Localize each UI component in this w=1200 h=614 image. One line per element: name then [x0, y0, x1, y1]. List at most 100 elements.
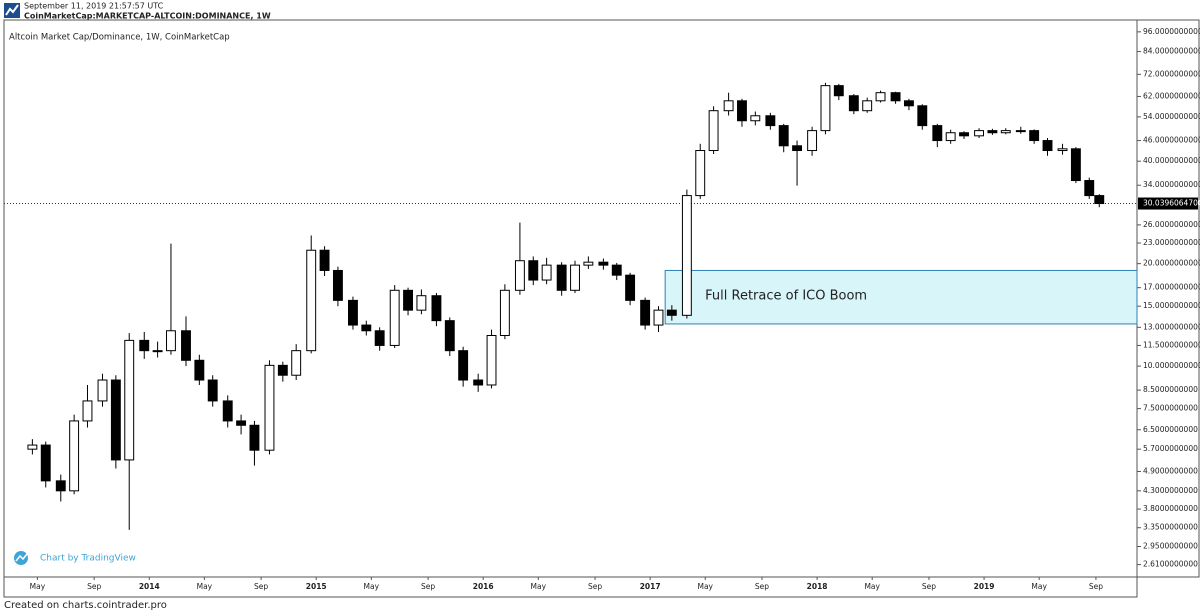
x-tick-label: 2018	[807, 582, 828, 591]
candle	[862, 97, 873, 113]
candle-body	[194, 359, 205, 381]
candle-body	[361, 324, 372, 332]
y-tick-label: 6.5000000000	[1143, 425, 1198, 434]
candle-body	[765, 115, 776, 127]
x-tick-label: Sep	[755, 582, 769, 591]
candle	[249, 420, 260, 466]
y-tick-label: 62.0000000000	[1143, 91, 1200, 100]
candle-body	[97, 379, 108, 402]
candle-body	[917, 105, 928, 127]
candle	[514, 222, 525, 295]
candle	[640, 297, 651, 330]
candle-body	[1094, 195, 1105, 205]
candle	[875, 90, 886, 103]
candle-body	[932, 125, 943, 142]
candle	[40, 441, 51, 488]
candle-body	[374, 330, 385, 346]
candle-body	[319, 249, 330, 271]
candle-body	[152, 350, 163, 353]
candle-body	[458, 350, 469, 381]
candle	[473, 373, 484, 392]
x-tick-label: May	[531, 582, 547, 591]
candle-body	[499, 289, 510, 336]
candle	[765, 112, 776, 130]
candle	[807, 126, 818, 156]
candle-body	[640, 299, 651, 326]
candle	[778, 123, 789, 153]
candle-body	[987, 130, 998, 134]
candle-body	[514, 260, 525, 291]
candle	[625, 272, 636, 306]
y-tick-label: 2.9500000000	[1143, 542, 1198, 551]
y-tick-label: 46.0000000000	[1143, 136, 1200, 145]
y-tick-label: 10.0000000000	[1143, 361, 1200, 370]
candle-body	[556, 264, 567, 291]
y-tick-label: 8.5000000000	[1143, 385, 1198, 394]
logo	[4, 3, 20, 18]
symbol: CoinMarketCap:MARKETCAP-ALTCOIN:DOMINANC…	[24, 12, 271, 21]
candle-body	[528, 260, 539, 281]
candle	[1000, 128, 1011, 135]
candle	[139, 331, 150, 359]
candle-body	[875, 92, 886, 102]
y-tick-label: 26.0000000000	[1143, 220, 1200, 229]
candle	[959, 131, 969, 139]
timestamp: September 11, 2019 21:57:57 UTC	[24, 2, 164, 11]
candle	[194, 354, 205, 385]
candle-body	[431, 295, 442, 322]
logo-line	[5, 4, 19, 16]
candle-body	[1029, 130, 1040, 142]
candle-body	[541, 264, 552, 281]
candle-body	[40, 444, 51, 482]
y-tick-label: 15.0000000000	[1143, 301, 1200, 310]
candle	[541, 257, 552, 285]
y-tick-label: 54.0000000000	[1143, 112, 1200, 121]
watermark: Chart by TradingView	[14, 551, 136, 565]
y-tick-label: 3.8000000000	[1143, 504, 1198, 513]
time-axis-frame	[3, 576, 1138, 598]
candle-body	[862, 100, 873, 112]
candle-body	[695, 150, 706, 197]
candle	[69, 414, 80, 495]
candle	[611, 262, 622, 281]
candle-body	[1000, 130, 1011, 134]
candle	[110, 375, 121, 469]
candle	[987, 128, 998, 135]
candle	[1094, 194, 1105, 208]
candle-body	[666, 309, 677, 316]
candle	[374, 327, 385, 351]
y-tick-label: 84.0000000000	[1143, 47, 1200, 56]
x-tick-label: May	[864, 582, 880, 591]
x-tick-label: Sep	[421, 582, 435, 591]
y-tick-label: 11.5000000000	[1143, 340, 1200, 349]
candle-body	[69, 420, 80, 492]
candle	[583, 256, 594, 269]
x-tick-label: 2019	[974, 582, 995, 591]
candle	[222, 395, 233, 428]
candle	[361, 320, 372, 336]
candle-body	[1015, 130, 1026, 133]
candle-body	[778, 125, 789, 147]
y-tick-label: 40.0000000000	[1143, 156, 1200, 165]
candle	[97, 373, 108, 407]
candle-body	[598, 261, 609, 266]
x-tick-label: May	[30, 582, 46, 591]
candle	[653, 306, 664, 332]
last-value-label: 30.0396064700	[1143, 199, 1200, 208]
candle-body	[792, 145, 803, 152]
candle	[236, 414, 247, 435]
candle	[833, 83, 844, 101]
x-tick-label: May	[364, 582, 380, 591]
candle-body	[681, 195, 692, 316]
candle	[124, 333, 135, 530]
y-tick-label: 72.0000000000	[1143, 69, 1200, 78]
candle	[1029, 129, 1040, 144]
y-tick-label: 2.6100000000	[1143, 560, 1198, 569]
x-tick-label: May	[697, 582, 713, 591]
y-tick-label: 20.0000000000	[1143, 259, 1200, 268]
candle-body	[890, 92, 901, 102]
last-value-box	[1138, 197, 1198, 210]
candle-body	[403, 289, 413, 311]
candle-body	[332, 269, 343, 301]
candle-body	[820, 85, 831, 132]
